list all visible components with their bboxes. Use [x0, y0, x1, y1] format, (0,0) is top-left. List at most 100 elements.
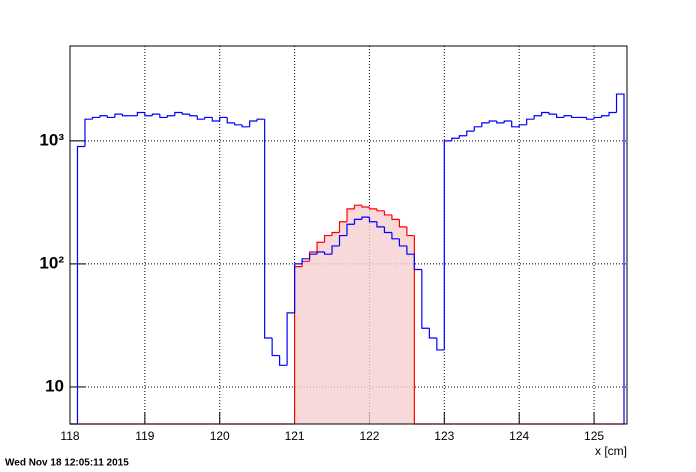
histogram-step	[570, 115, 580, 119]
bar-fill	[317, 242, 325, 424]
histogram-step	[331, 231, 340, 236]
histogram-step	[436, 337, 445, 351]
histogram-step	[271, 337, 280, 357]
histogram-step	[121, 114, 130, 117]
y-tick-label: 10²	[39, 253, 64, 272]
histogram-step	[600, 115, 610, 118]
histogram-step	[398, 238, 407, 247]
x-tick-label: 118	[60, 429, 79, 443]
histogram-step	[406, 245, 415, 255]
bar-fill	[324, 235, 333, 424]
histogram-step	[383, 226, 392, 234]
histogram-step	[338, 234, 348, 246]
bar-fill	[294, 266, 303, 424]
histogram-step	[264, 119, 273, 339]
histogram-step	[481, 122, 490, 127]
bar-fill	[302, 261, 310, 424]
bar-fill	[391, 219, 400, 424]
histogram-step	[466, 130, 475, 136]
histogram-step	[473, 126, 482, 132]
histogram-step	[196, 115, 205, 120]
histogram-step	[593, 116, 602, 120]
histogram-step	[234, 122, 243, 126]
histogram-step	[541, 111, 550, 116]
histogram-step	[84, 118, 93, 147]
x-tick-label: 125	[584, 429, 604, 443]
histogram-step	[204, 116, 213, 120]
histogram-step	[376, 208, 385, 212]
histogram-step	[503, 120, 512, 123]
histogram-step	[279, 355, 288, 366]
histogram-step	[608, 111, 617, 116]
histogram-step	[556, 114, 565, 119]
histogram-step	[114, 113, 123, 118]
bar-fill	[332, 232, 340, 424]
bar-fill	[369, 208, 377, 424]
histogram-step	[398, 219, 407, 228]
histogram-step	[391, 214, 400, 220]
y-tick-label: 10	[45, 376, 64, 395]
histogram-step	[226, 117, 235, 124]
bar-fill	[384, 214, 392, 424]
histogram-step	[338, 221, 348, 233]
x-tick-label: 119	[135, 429, 154, 443]
histogram-step	[353, 204, 362, 209]
histogram-step	[316, 251, 325, 255]
histogram-step	[428, 328, 437, 339]
histogram-step	[413, 254, 422, 271]
bar-fill	[354, 205, 362, 424]
histogram-step	[301, 258, 310, 264]
y-tick-label: 10³	[39, 130, 64, 149]
histogram-step	[331, 245, 340, 255]
histogram-step	[488, 120, 497, 123]
histogram-step	[241, 124, 250, 128]
histogram-step	[256, 118, 265, 121]
histogram-step	[548, 112, 557, 115]
plot-frame	[69, 45, 628, 425]
histogram-step	[316, 241, 325, 252]
histogram-step	[99, 115, 108, 118]
histogram-step	[308, 253, 318, 259]
histogram-step	[615, 93, 625, 424]
histogram-step	[391, 232, 400, 240]
histogram-step	[443, 140, 452, 350]
histogram-step	[563, 115, 572, 118]
histogram-step	[174, 111, 183, 116]
histogram-step	[406, 226, 415, 237]
histogram-step	[293, 263, 303, 313]
histogram-step	[76, 145, 85, 424]
histogram-step	[526, 118, 535, 125]
histogram-step	[458, 135, 467, 139]
histogram-step	[159, 114, 168, 119]
histogram-step	[496, 120, 505, 124]
bar-fill	[399, 226, 407, 424]
histogram-step	[361, 205, 370, 208]
histogram-step	[518, 124, 527, 127]
histogram-step	[533, 115, 542, 120]
bar-fill	[406, 235, 415, 424]
histogram-step	[136, 111, 145, 116]
histogram-step	[451, 137, 460, 141]
histogram-step	[144, 112, 153, 117]
histogram-step	[511, 120, 520, 128]
histogram-step	[383, 210, 392, 216]
x-axis-title: x [cm]	[595, 444, 627, 458]
histogram-step	[585, 117, 595, 120]
x-tick-label: 124	[509, 429, 529, 443]
x-tick-label: 122	[359, 429, 379, 443]
footer-date: Wed Nov 18 12:05:11 2015	[5, 458, 129, 469]
histogram-step	[286, 312, 295, 366]
histogram-step	[211, 117, 220, 122]
histogram-step	[166, 115, 175, 118]
histogram-step	[189, 114, 198, 117]
histogram-step	[421, 269, 430, 329]
histogram-step	[346, 208, 355, 222]
histogram-step	[151, 113, 160, 116]
histogram-step	[368, 217, 377, 223]
histogram-step	[91, 116, 100, 120]
histogram-step	[181, 112, 190, 115]
x-tick-label: 123	[434, 429, 454, 443]
histogram-step	[323, 234, 333, 243]
histogram-step	[361, 216, 370, 220]
